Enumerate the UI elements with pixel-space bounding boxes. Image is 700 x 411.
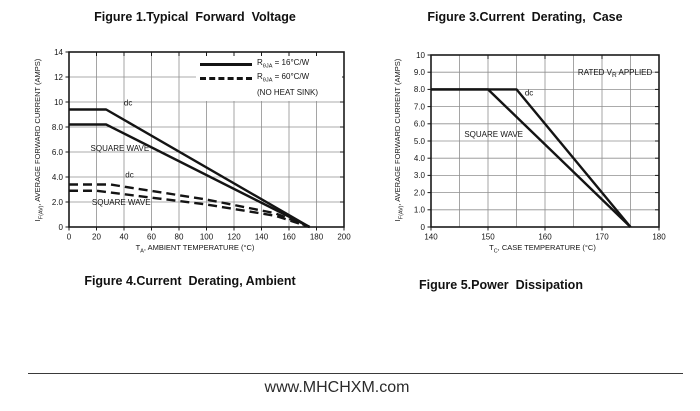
y-tick-label: 3.0: [414, 171, 426, 180]
y-tick-label: 10: [416, 51, 425, 60]
x-tick-label: 180: [310, 233, 324, 242]
legend: RθJA = 16°C/W RθJA = 60°C/W (NO HEAT SIN…: [196, 56, 342, 101]
annotation: dc: [124, 98, 132, 107]
y-tick-label: 6.0: [52, 148, 64, 157]
y-tick-label: 4.0: [52, 173, 64, 182]
y-tick-label: 8.0: [52, 123, 64, 132]
x-label-text: , AMBIENT TEMPERATURE (°C): [143, 243, 255, 252]
y-tick-label: 7.0: [414, 102, 426, 111]
x-tick-label: 0: [67, 233, 72, 242]
legend-label: RθJA = 16°C/W: [257, 58, 310, 70]
series-square-wave-rthja-16: [69, 123, 311, 229]
annotation: dc: [125, 170, 133, 179]
legend-entry-note: (NO HEAT SINK): [196, 85, 342, 99]
y-label-symbol: I: [393, 219, 402, 222]
case-y-axis-label: IF(AV), AVERAGE FORWARD CURRENT (AMPS): [393, 45, 405, 235]
x-label-symbol: T: [135, 243, 141, 252]
y-tick-label: 2.0: [414, 188, 426, 197]
y-tick-label: 2.0: [52, 198, 64, 207]
legend-label: RθJA = 60°C/W: [257, 72, 310, 84]
x-label-subscript: A: [140, 248, 144, 255]
y-tick-label: 6.0: [414, 120, 426, 129]
annotation: SQUARE WAVE: [464, 130, 523, 139]
legend-entry-dashed: RθJA = 60°C/W: [196, 71, 342, 85]
y-tick-label: 0: [421, 223, 426, 232]
x-tick-label: 40: [120, 233, 129, 242]
legend-entry-solid: RθJA = 16°C/W: [196, 57, 342, 71]
figure4-caption: Figure 4.Current Derating, Ambient: [84, 274, 296, 288]
annotation: SQUARE WAVE: [92, 198, 151, 207]
legend-note: (NO HEAT SINK): [257, 87, 319, 97]
x-tick-label: 200: [337, 233, 351, 242]
y-label-text: , AVERAGE FORWARD CURRENT (AMPS): [393, 58, 402, 206]
footer-website-url: www.MHCHXM.com: [264, 379, 410, 396]
y-tick-label: 5.0: [414, 137, 426, 146]
y-label-symbol: I: [33, 219, 42, 222]
annotation: RATED VR APPLIED: [578, 68, 653, 79]
figure1-title: Figure 1.Typical Forward Voltage: [94, 10, 296, 24]
y-label-text: , AVERAGE FORWARD CURRENT (AMPS): [33, 58, 42, 206]
y-tick-label: 9.0: [414, 68, 426, 77]
solid-line-sample-icon: [196, 62, 252, 66]
x-tick-label: 150: [481, 233, 495, 242]
case-derating-chart: 140 150 160 170 180 0 1.0 2.0 3.0 4.0 5.0 6.0 7.0 8.0…: [414, 51, 666, 242]
x-tick-label: 100: [200, 233, 214, 242]
x-tick-label: 20: [92, 233, 101, 242]
annotation: dc: [525, 89, 533, 98]
y-tick-label: 12: [54, 73, 63, 82]
footer-divider: [28, 373, 683, 374]
x-tick-label: 120: [227, 233, 241, 242]
y-label-subscript: F(AV): [38, 205, 45, 220]
y-tick-label: 14: [54, 48, 63, 57]
annotation: SQUARE WAVE: [91, 144, 150, 153]
case-x-axis-label: TC, CASE TEMPERATURE (°C): [395, 243, 690, 255]
x-tick-label: 180: [652, 233, 666, 242]
x-tick-label: 60: [147, 233, 156, 242]
series-square-wave: [431, 88, 632, 228]
x-label-subscript: C: [493, 248, 498, 255]
x-label-symbol: T: [489, 243, 494, 252]
figure5-caption: Figure 5.Power Dissipation: [419, 278, 583, 292]
x-tick-label: 140: [424, 233, 438, 242]
figure3-title: Figure 3.Current Derating, Case: [427, 10, 623, 24]
x-tick-label: 160: [282, 233, 296, 242]
ambient-x-axis-label: TA, AMBIENT TEMPERATURE (°C): [30, 243, 360, 255]
y-tick-label: 0: [59, 223, 64, 232]
ambient-y-axis-label: IF(AV), AVERAGE FORWARD CURRENT (AMPS): [33, 45, 45, 235]
x-label-text: , CASE TEMPERATURE (°C): [497, 243, 596, 252]
x-tick-label: 160: [538, 233, 552, 242]
y-tick-label: 4.0: [414, 154, 426, 163]
x-tick-label: 80: [175, 233, 184, 242]
series-dc-rthja-16: [69, 108, 311, 229]
y-tick-label: 8.0: [414, 85, 426, 94]
y-tick-label: 1.0: [414, 206, 426, 215]
dashed-line-sample-icon: [196, 76, 252, 80]
x-tick-label: 140: [255, 233, 269, 242]
y-tick-label: 10: [54, 98, 63, 107]
x-tick-label: 170: [595, 233, 609, 242]
series-square-wave-rthja-60: [69, 189, 310, 229]
y-label-subscript: F(AV): [398, 205, 405, 220]
